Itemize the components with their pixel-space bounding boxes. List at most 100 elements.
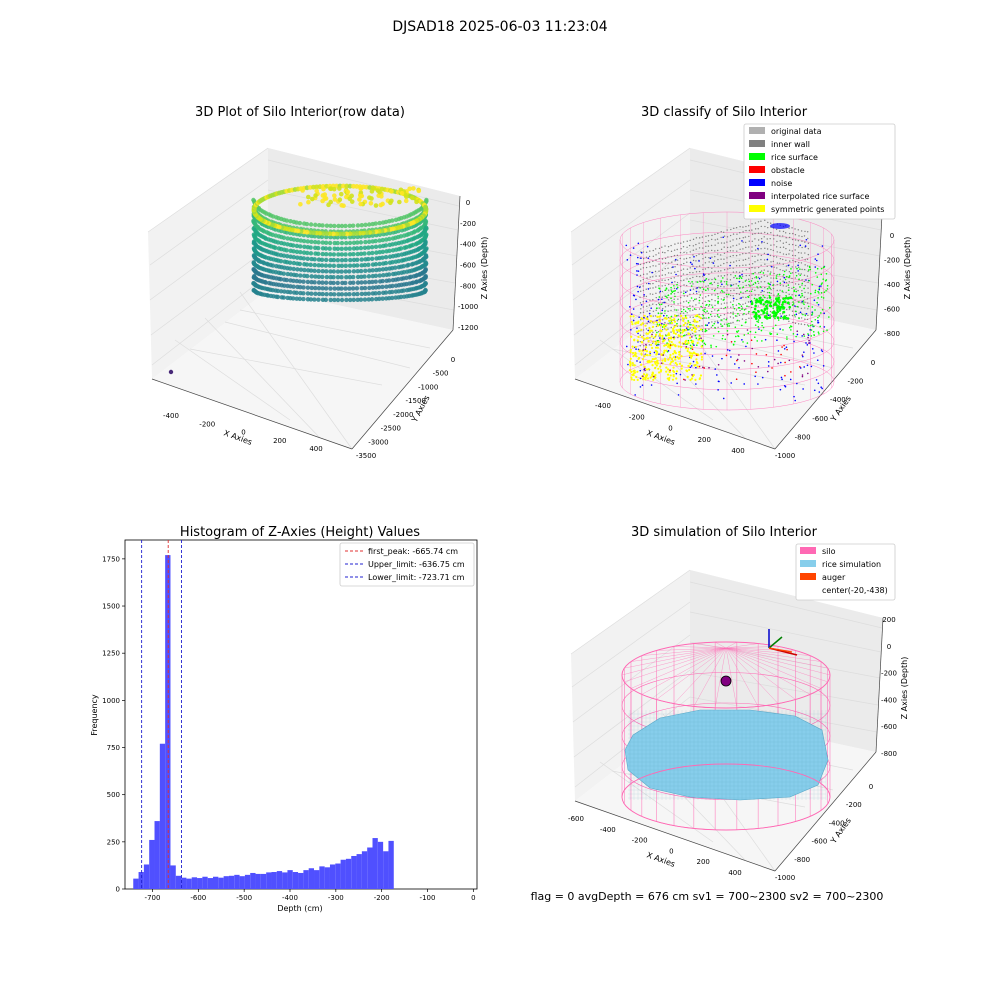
classify-inner-wall-point xyxy=(729,234,732,237)
classify-inner-wall-point xyxy=(723,297,725,299)
raw-point xyxy=(357,197,362,202)
classify-inner-wall-point xyxy=(807,287,809,289)
histogram-bar xyxy=(287,870,293,889)
classify-inner-wall-point xyxy=(692,276,694,279)
raw-point xyxy=(281,241,287,246)
classify-inner-wall-point xyxy=(760,281,762,283)
classify-interpolated-point xyxy=(808,342,810,344)
classify-noise-point xyxy=(640,304,643,306)
classify-inner-wall-point xyxy=(782,246,785,248)
raw-point xyxy=(347,269,352,274)
classify-inner-wall-point xyxy=(781,312,784,315)
simulation-z-tick: -800 xyxy=(881,750,897,758)
classify-rice-point xyxy=(658,296,661,298)
classify-symmetric-point xyxy=(673,320,677,323)
classify-inner-wall-point xyxy=(717,249,719,252)
classify-rice-point xyxy=(746,305,748,308)
classify-symmetric-point xyxy=(649,376,652,379)
classify-inner-wall-point xyxy=(791,287,793,289)
classify-symmetric-point xyxy=(637,329,640,332)
classify-symmetric-point xyxy=(697,338,700,341)
grid-line xyxy=(149,179,269,266)
classify-symmetric-point xyxy=(686,325,690,328)
grid-line xyxy=(599,339,714,421)
classify-inner-wall-point xyxy=(701,317,704,320)
classify-inner-wall-point xyxy=(769,237,771,240)
classify-symmetric-point xyxy=(687,341,690,344)
classify-rice-point xyxy=(687,320,689,322)
classify-noise-point xyxy=(638,316,640,319)
raw-point xyxy=(301,279,306,284)
raw-point xyxy=(363,222,368,228)
raw-point xyxy=(387,248,392,254)
classify-inner-wall-point xyxy=(707,294,710,297)
classify-inner-wall-point xyxy=(785,241,787,244)
classify-obstacle-point xyxy=(780,353,782,356)
classify-inner-wall-point xyxy=(785,281,788,284)
classify-inner-wall-point xyxy=(764,231,766,234)
classify-symmetric-point xyxy=(631,345,634,348)
classify-rice-point xyxy=(765,312,769,315)
histogram-bar xyxy=(271,872,277,889)
classify-inner-wall-point xyxy=(705,312,707,314)
classify-inner-wall-point xyxy=(642,251,645,253)
raw-point xyxy=(347,235,353,240)
raw-point xyxy=(324,223,330,228)
raw-point xyxy=(396,277,401,282)
classify-inner-wall-point xyxy=(695,308,697,311)
classify-inner-wall-point xyxy=(726,236,729,238)
classify-noise-point xyxy=(780,315,783,317)
classify-rice-point xyxy=(734,275,737,277)
classify-inner-wall-point xyxy=(757,249,759,251)
classify-symmetric-point xyxy=(647,368,650,371)
classify-noise-point xyxy=(796,333,799,336)
raw-point xyxy=(358,193,363,199)
classify-rice-point xyxy=(715,345,718,348)
raw-point xyxy=(380,201,385,207)
classify-symmetric-point xyxy=(672,373,675,377)
classify-inner-wall-point xyxy=(702,264,704,266)
classify-rice-point xyxy=(810,329,813,331)
raw-point xyxy=(335,246,341,251)
simulation-legend-swatch xyxy=(800,573,816,580)
classify-inner-wall-point xyxy=(698,253,700,255)
raw-point xyxy=(291,237,297,242)
classify-symmetric-point xyxy=(646,337,649,340)
classify-obstacle-point xyxy=(765,353,768,356)
classify-symmetric-point xyxy=(636,339,639,342)
classify-inner-wall-point xyxy=(661,290,664,293)
classify-noise-point xyxy=(637,242,640,245)
classify-symmetric-point xyxy=(656,315,659,318)
classify-rice-point xyxy=(816,276,819,278)
classify-noise-point xyxy=(758,277,761,280)
classify-rice-point xyxy=(696,281,699,283)
classify-symmetric-point xyxy=(687,321,690,324)
classify-rice-point xyxy=(769,332,771,334)
classify-noise-point xyxy=(817,303,820,306)
classify-rice-point xyxy=(726,330,729,332)
classify-rice-point xyxy=(671,291,674,293)
classify-rice-point xyxy=(820,291,823,294)
classify-noise-point xyxy=(814,258,817,260)
classify-inner-wall-point xyxy=(751,284,753,286)
raw-point xyxy=(359,291,364,297)
histogram-bar xyxy=(191,877,198,889)
classify-symmetric-point xyxy=(628,369,632,372)
raw-point xyxy=(337,231,343,237)
classify-symmetric-point xyxy=(640,317,643,320)
classify-inner-wall-point xyxy=(735,226,738,229)
classify-inner-wall-point xyxy=(729,267,731,269)
classify-symmetric-point xyxy=(674,314,677,317)
classify-inner-wall-point xyxy=(785,236,787,239)
classify-inner-wall-point xyxy=(639,340,642,343)
classify-noise-point xyxy=(676,382,678,385)
classify-noise-point xyxy=(813,352,815,354)
raw-point xyxy=(423,206,429,212)
classify-rice-point xyxy=(768,294,771,297)
classify-inner-wall-point xyxy=(676,254,679,257)
classify-symmetric-point xyxy=(694,378,697,382)
classify-rice-point xyxy=(808,279,811,282)
classify-inner-wall-point xyxy=(801,279,803,281)
classify-interpolated-point xyxy=(796,330,799,332)
classify-inner-wall-point xyxy=(760,258,762,261)
